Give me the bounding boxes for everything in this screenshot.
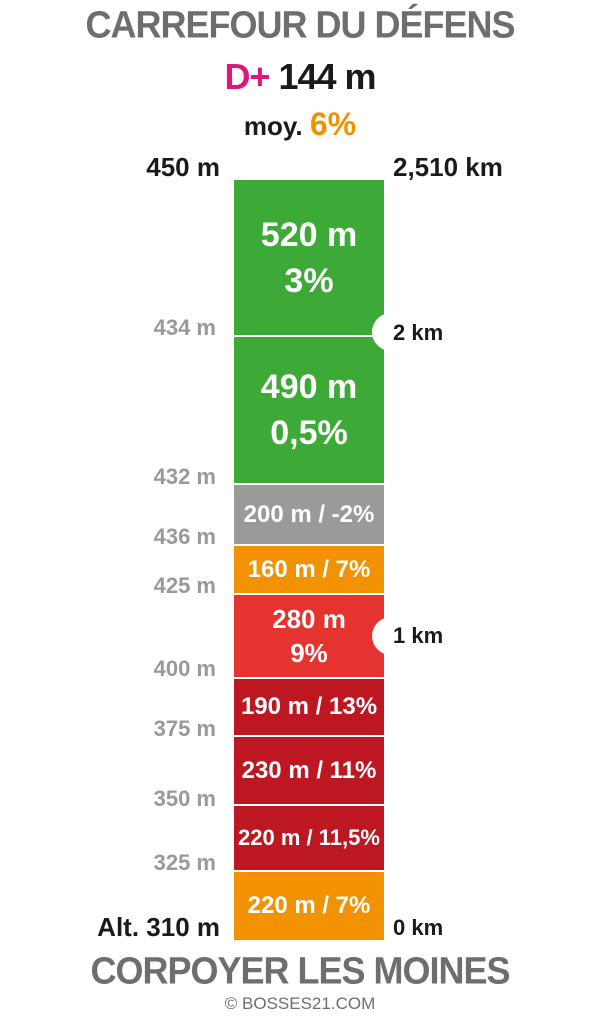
segment-9: 220 m / 7% (234, 872, 384, 940)
segment-9-label: 220 m / 7% (247, 892, 371, 919)
altitude-label: 425 m (153, 573, 216, 598)
segment-7: 230 m / 11% (234, 737, 384, 804)
segment-8: 220 m / 11,5% (234, 806, 384, 870)
summit-altitude: 450 m (146, 152, 220, 182)
altitude-label: 325 m (153, 850, 216, 875)
km-marker-label: 1 km (393, 623, 444, 648)
altitude-label: 432 m (153, 464, 216, 489)
segment-1-length: 520 m (260, 215, 358, 254)
base-altitude: Alt. 310 m (97, 912, 220, 942)
segment-1-gradient: 3% (284, 261, 334, 300)
segment-3-label: 200 m / -2% (243, 500, 375, 528)
segment-2: 490 m 0,5% (234, 337, 384, 483)
altitude-label: 350 m (153, 786, 216, 811)
altitude-label: 375 m (153, 716, 216, 741)
segment-5-length: 280 m (272, 604, 346, 634)
segment-2-length: 490 m (260, 368, 358, 406)
segment-8-label: 220 m / 11,5% (238, 825, 380, 850)
segment-2-gradient: 0,5% (270, 414, 348, 452)
altitude-label: 400 m (153, 656, 216, 681)
average-gradient: moy. 6% (0, 106, 600, 143)
segment-4-label: 160 m / 7% (247, 555, 371, 583)
summit-distance: 2,510 km (393, 152, 503, 182)
altitude-label: 436 m (153, 524, 216, 549)
average-gradient-value: 6% (309, 106, 357, 142)
segment-4: 160 m / 7% (234, 546, 384, 593)
km-marker-notch (372, 313, 398, 351)
base-distance: 0 km (393, 915, 444, 940)
altitude-label: 434 m (153, 315, 216, 340)
elevation-gain-label: D+ (224, 56, 270, 97)
segment-6-label: 190 m / 13% (240, 693, 378, 720)
average-gradient-label: moy. (243, 111, 303, 141)
segment-3: 200 m / -2% (234, 485, 384, 544)
segment-5-gradient: 9% (290, 638, 328, 668)
elevation-gain: D+ 144 m (0, 56, 600, 98)
elevation-gain-value: 144 m (278, 56, 376, 97)
segment-5: 280 m 9% (234, 595, 384, 677)
km-marker-notch (372, 617, 398, 655)
segment-1: 520 m 3% (234, 180, 384, 335)
copyright-credit: © BOSSES21.COM (224, 994, 376, 1013)
climb-start-title: CORPOYER LES MOINES (90, 948, 510, 992)
km-marker-label: 2 km (393, 320, 444, 345)
segment-7-label: 230 m / 11% (241, 756, 377, 784)
segment-6: 190 m / 13% (234, 679, 384, 735)
climb-summit-title: CARREFOUR DU DÉFENS (85, 2, 515, 46)
